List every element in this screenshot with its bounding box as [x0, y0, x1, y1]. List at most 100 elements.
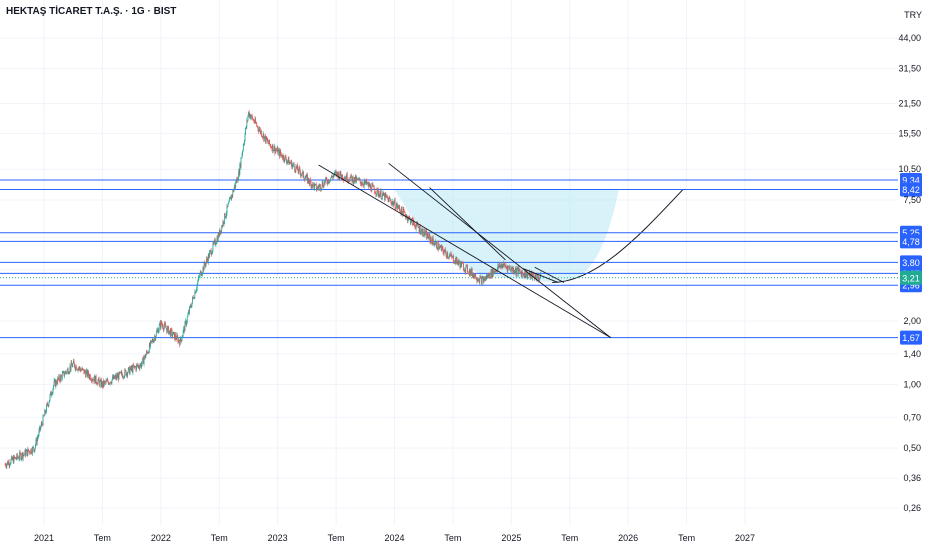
candle-body	[178, 339, 180, 342]
y-tick-label: 2,00	[903, 316, 921, 326]
candle-body	[195, 290, 197, 294]
candle-body	[58, 375, 60, 380]
y-tick-label: 15,50	[898, 129, 921, 139]
candle-body	[501, 264, 503, 268]
candle-body	[374, 189, 376, 194]
candle-body	[325, 177, 327, 180]
candle-body	[181, 337, 183, 342]
candle-body	[305, 174, 307, 178]
candle-body	[259, 128, 261, 133]
candle-body	[456, 257, 458, 262]
candle-body	[218, 229, 220, 237]
candle-body	[414, 224, 416, 228]
candle-body	[79, 369, 81, 372]
flag-line	[534, 266, 565, 283]
candle-body	[41, 423, 43, 425]
candle-body	[368, 183, 370, 187]
candle-body	[125, 370, 127, 376]
candle-body	[516, 268, 518, 270]
candle-body	[53, 385, 54, 389]
candle-body	[179, 341, 181, 346]
candle-body	[270, 147, 272, 149]
candle-body	[78, 368, 80, 370]
candle-body	[82, 368, 84, 369]
candle-body	[159, 322, 161, 325]
candle-body	[319, 184, 321, 190]
candle-body	[432, 237, 433, 245]
candle-body	[419, 226, 421, 234]
candle-body	[354, 176, 356, 182]
time-axis[interactable]: 2021 Tem 2022 Tem 2023 Tem 2024 Tem 2025 Tem 2026 T…	[34, 533, 755, 543]
candle-body	[154, 336, 156, 340]
candle-body	[73, 360, 75, 364]
candle-body	[26, 449, 28, 456]
candle-body	[262, 136, 263, 138]
candle-body	[150, 341, 151, 347]
candle-body	[381, 194, 383, 199]
candle-body	[468, 269, 470, 274]
candle-body	[265, 135, 266, 143]
candle-body	[50, 391, 52, 395]
candle-body	[37, 437, 39, 439]
candle-body	[474, 274, 476, 277]
level-tag-box	[900, 182, 922, 197]
candle-body	[338, 172, 340, 179]
candle-body	[71, 365, 73, 367]
candle-body	[309, 179, 311, 184]
candle-body	[104, 381, 106, 383]
candle-body	[82, 368, 84, 370]
candle-body	[249, 114, 251, 119]
candle-body	[229, 198, 231, 199]
symbol-title[interactable]: HEKTAŞ TİCARET T.A.Ş. · 1G · BIST	[6, 6, 177, 17]
candle-body	[242, 145, 244, 151]
candle-body	[15, 457, 16, 459]
candle-body	[81, 368, 83, 371]
candle-body	[436, 247, 438, 250]
candle-body	[165, 324, 167, 328]
candle-body	[166, 328, 168, 333]
candle-body	[154, 336, 155, 340]
candle-body	[496, 267, 498, 272]
candle-body	[446, 255, 447, 258]
candle-body	[72, 363, 74, 367]
candle-body	[164, 323, 165, 327]
candle-body	[161, 320, 162, 325]
candle-body	[74, 367, 76, 370]
candle-body	[310, 179, 311, 182]
candle-body	[529, 271, 530, 275]
candle-body	[276, 147, 278, 151]
candle-body	[103, 380, 105, 386]
candle-body	[478, 279, 480, 281]
candle-body	[341, 174, 343, 178]
candle-body	[408, 216, 410, 218]
candle-body	[394, 200, 395, 204]
candle-body	[210, 250, 212, 255]
candle-body	[357, 178, 359, 181]
candle-body	[214, 239, 216, 245]
candle-body	[378, 193, 380, 196]
x-tick-label: Tem	[678, 533, 695, 543]
candle-body	[224, 213, 226, 223]
candle-body	[254, 118, 256, 123]
candle-body	[139, 365, 141, 369]
candle-body	[186, 321, 188, 325]
candle-body	[263, 133, 265, 141]
candle-body	[326, 179, 328, 183]
candle-body	[303, 177, 305, 179]
candle-body	[465, 265, 467, 267]
candle-body	[4, 464, 6, 465]
candle-body	[298, 167, 300, 173]
candle-body	[361, 183, 363, 185]
candle-body	[426, 233, 428, 239]
candle-body	[64, 371, 66, 375]
candle-body	[435, 241, 436, 245]
candle-body	[335, 171, 337, 176]
candle-body	[255, 118, 256, 123]
candle-body	[390, 200, 392, 203]
wedge-upper-line	[388, 162, 611, 338]
candle-body	[112, 376, 113, 380]
candle-body	[92, 379, 94, 380]
candle-body	[418, 226, 419, 228]
candle-body	[14, 457, 16, 459]
